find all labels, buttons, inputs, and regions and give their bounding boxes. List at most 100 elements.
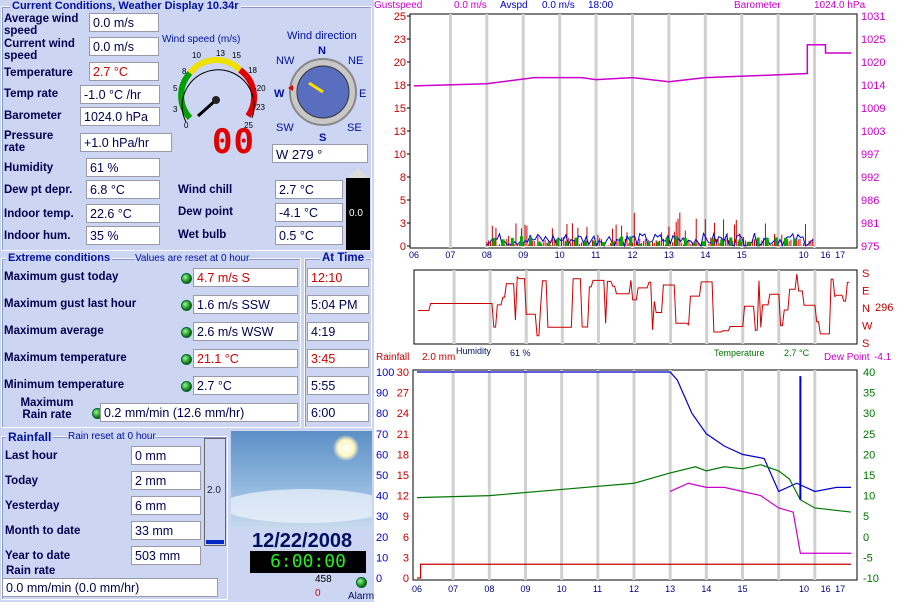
chart1-x-5: 11 xyxy=(591,250,600,260)
chart3-yleft-outer-8: 20 xyxy=(376,532,388,544)
wind-tick-3: 3 xyxy=(173,105,178,114)
rain-meter-value: 0.0 xyxy=(349,208,363,219)
temperature-value: 2.7 °C xyxy=(89,62,159,81)
wind-tick-5: 5 xyxy=(173,84,178,93)
pressure-rate-value: +1.0 hPa/hr xyxy=(80,133,172,152)
chart3-legend-temp: Temperature xyxy=(714,348,765,358)
rainfall-gauge-fill xyxy=(206,540,224,544)
chart1-yleft-2: 20 xyxy=(394,57,406,69)
chart3-yleft-outer-6: 40 xyxy=(376,491,388,503)
chart3-x-4: 10 xyxy=(557,584,567,594)
chart3-legend-hum: Humidity xyxy=(456,346,492,356)
chart3-x-5: 11 xyxy=(593,584,602,594)
wind-chill-label: Wind chill xyxy=(178,184,233,196)
chart1-series-green xyxy=(492,236,797,246)
chart1-x-0: 06 xyxy=(409,250,419,260)
rainfall-value-3: 33 mm xyxy=(131,521,201,540)
chart3-x-1: 07 xyxy=(448,584,458,594)
compass-s: S xyxy=(319,132,326,142)
chart2-yright-4: S xyxy=(862,338,869,350)
chart3-x-8: 14 xyxy=(701,584,711,594)
chart1-x-10: 10 xyxy=(799,250,809,260)
wind-tick-10: 10 xyxy=(192,51,201,60)
extreme-value-0: 4.7 m/s S xyxy=(193,268,298,287)
chart1-legend-gust-val: 0.0 m/s xyxy=(454,0,487,11)
temperature-label: Temperature xyxy=(4,67,73,79)
chart1-x-11: 16 xyxy=(821,250,831,260)
wind-tick-15: 15 xyxy=(232,51,241,60)
extreme-label-1: Maximum gust last hour xyxy=(4,298,137,310)
chart1-yleft-5: 13 xyxy=(394,126,406,138)
chart3-yleft-inner-9: 3 xyxy=(403,552,409,564)
compass-nw: NW xyxy=(276,55,295,67)
chart3-yleft-outer-2: 80 xyxy=(376,408,388,420)
cur-wind-label: Current wind speed xyxy=(4,38,75,62)
extreme-led-4 xyxy=(181,381,192,392)
chart1-yleft-3: 18 xyxy=(394,80,406,92)
chart2-series-direction xyxy=(418,273,850,337)
rainfall-value-0: 0 mm xyxy=(131,446,201,465)
avg-wind-label: Average wind speed xyxy=(4,13,79,37)
chart3-yleft-outer-10: 0 xyxy=(376,573,382,585)
chart3-x-3: 09 xyxy=(521,584,531,594)
chart1-yleft-1: 23 xyxy=(394,34,406,46)
chart1-legend-baro-val: 1024.0 hPa xyxy=(814,0,866,11)
graphs-area: 25 1031 23 1025 20 1020 18 1014 15 1009 13 1003 10 99… xyxy=(374,0,897,602)
chart3-yleft-outer-4: 60 xyxy=(376,449,388,461)
chart3-x-0: 06 xyxy=(412,584,422,594)
chart1-legend-time: 18:00 xyxy=(588,0,613,11)
temp-rate-label: Temp rate xyxy=(4,88,59,100)
rainfall-value-1: 2 mm xyxy=(131,471,201,490)
chart1-legend-gust: Gustspeed xyxy=(374,0,422,11)
compass-e: E xyxy=(359,88,366,100)
chart3-yleft-outer-3: 70 xyxy=(376,429,388,441)
compass-n: N xyxy=(318,45,326,57)
chart2-yright-3: W xyxy=(862,321,873,333)
wind-speed-gauge-label: Wind speed (m/s) xyxy=(162,34,241,45)
extreme-value-2: 2.6 m/s WSW xyxy=(193,322,298,341)
wind-speed-gauge: 0 3 5 8 10 13 15 18 -20 23 25 xyxy=(173,49,266,130)
chart1-x-2: 08 xyxy=(482,250,492,260)
chart1-yright-9: 981 xyxy=(861,218,879,230)
rainfall-label-2: Yesterday xyxy=(5,500,60,512)
extreme-value-1: 1.6 m/s SSW xyxy=(193,295,298,314)
rainfall-label-1: Today xyxy=(5,475,39,487)
alarm-led[interactable] xyxy=(356,577,367,588)
indoor-hum-label: Indoor hum. xyxy=(4,230,71,242)
extreme-led-3 xyxy=(181,354,192,365)
extreme-time-4: 5:55 xyxy=(307,376,369,395)
chart1-yright-2: 1020 xyxy=(861,57,885,69)
extreme-label-2: Maximum average xyxy=(4,325,104,337)
time-display: 6:00:00 xyxy=(250,551,366,573)
chart1-legend-baro: Barometer xyxy=(734,0,781,11)
wind-tick-8: 8 xyxy=(182,67,187,76)
chart3-x-6: 12 xyxy=(629,584,639,594)
wind-direction-label: Wind direction xyxy=(287,30,357,42)
extreme-label-0: Maximum gust today xyxy=(4,271,119,283)
barometer-label: Barometer xyxy=(4,110,62,122)
chart3-legend-temp-val: 2.7 °C xyxy=(784,348,810,358)
chart1-x-7: 13 xyxy=(664,250,674,260)
chart3-yright-8: 0 xyxy=(863,532,869,544)
rain-meter-arrow xyxy=(348,168,368,178)
date-display: 12/22/2008 xyxy=(252,530,353,552)
chart2-yright-0: S xyxy=(862,268,869,280)
indoor-temp-value: 22.6 °C xyxy=(86,204,160,223)
rainfall-label-3: Month to date xyxy=(5,525,81,537)
cur-wind-value: 0.0 m/s xyxy=(89,37,159,56)
wind-direction-value: W 279 ° xyxy=(272,144,368,163)
chart1-legend-avspd: Avspd xyxy=(500,0,528,11)
extreme-time-0: 12:10 xyxy=(307,268,369,287)
chart1-x-8: 14 xyxy=(700,250,710,260)
chart3-yright-7: 5 xyxy=(863,511,869,523)
chart3-series-temperature xyxy=(416,464,852,513)
wind-tick-0: 0 xyxy=(184,121,189,130)
chart1-yright-7: 992 xyxy=(861,172,879,184)
chart3-yright-1: 35 xyxy=(863,388,875,400)
rainfall-gauge: 2.0 xyxy=(204,438,226,546)
indoor-hum-value: 35 % xyxy=(86,226,160,245)
chart3-yleft-inner-3: 21 xyxy=(397,429,409,441)
extreme-led-0 xyxy=(181,273,192,284)
chart3-x-2: 08 xyxy=(484,584,494,594)
humidity-value: 61 % xyxy=(86,158,160,177)
